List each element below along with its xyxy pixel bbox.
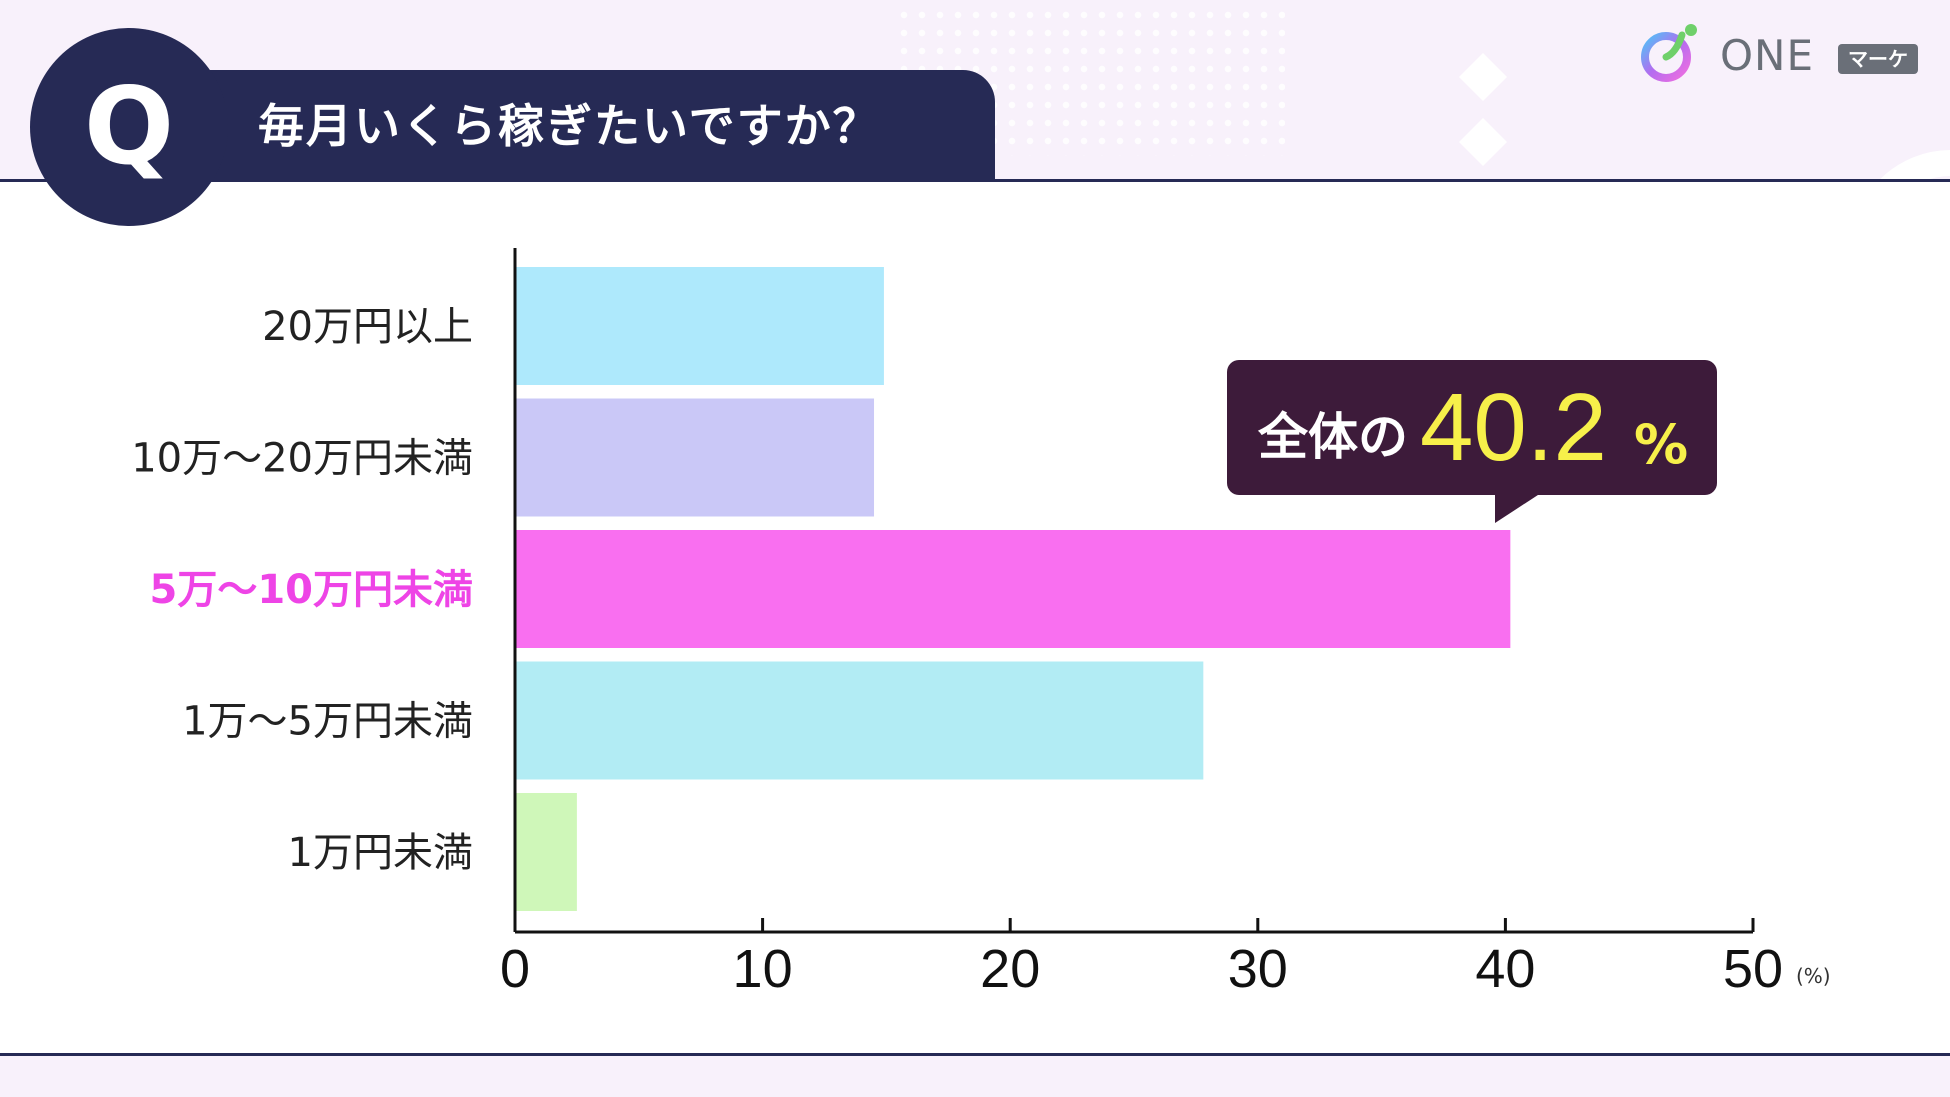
x-tick-label-4: 40 (1475, 939, 1535, 999)
x-tick-label-0: 0 (500, 939, 530, 999)
bar-0 (515, 267, 884, 385)
callout-pointer (1495, 493, 1541, 523)
bar-2 (515, 530, 1511, 648)
question-badge (30, 28, 228, 226)
bar-chart: 20万円以上 10万〜20万円未満 5万〜10万円未満 1万〜5万円未満 1万円未満 0… (131, 248, 1831, 999)
footer-background (0, 1056, 1950, 1097)
callout-box (1227, 360, 1717, 495)
x-tick-label-2: 20 (980, 939, 1040, 999)
x-tick-label-1: 10 (733, 939, 793, 999)
category-label-4: 1万円未満 (288, 830, 473, 876)
callout-unit: % (1634, 413, 1689, 476)
category-label-3: 1万〜5万円未満 (182, 699, 473, 745)
question-text: 毎月いくら稼ぎたいですか？ (258, 99, 881, 153)
footer-divider (0, 1053, 1950, 1056)
category-label-1: 10万〜20万円未満 (131, 436, 473, 482)
logo-badge: マーケ (1838, 44, 1918, 74)
x-tick-label-5: 50 (1723, 939, 1783, 999)
x-tick-label-3: 30 (1228, 939, 1288, 999)
bar-1 (515, 398, 875, 517)
category-label-0: 20万円以上 (262, 304, 473, 350)
one-marke-logo-icon (1641, 24, 1697, 82)
bar-3 (515, 661, 1204, 780)
bar-4 (515, 793, 577, 911)
question-banner (150, 70, 995, 182)
callout-value: 40.2 (1420, 374, 1607, 481)
category-label-2: 5万〜10万円未満 (150, 567, 474, 613)
question-badge-letter: Q (83, 65, 175, 188)
callout-prefix: 全体の (1258, 408, 1408, 466)
x-axis-unit: (%) (1796, 964, 1831, 988)
logo-text: ONE (1720, 31, 1815, 80)
